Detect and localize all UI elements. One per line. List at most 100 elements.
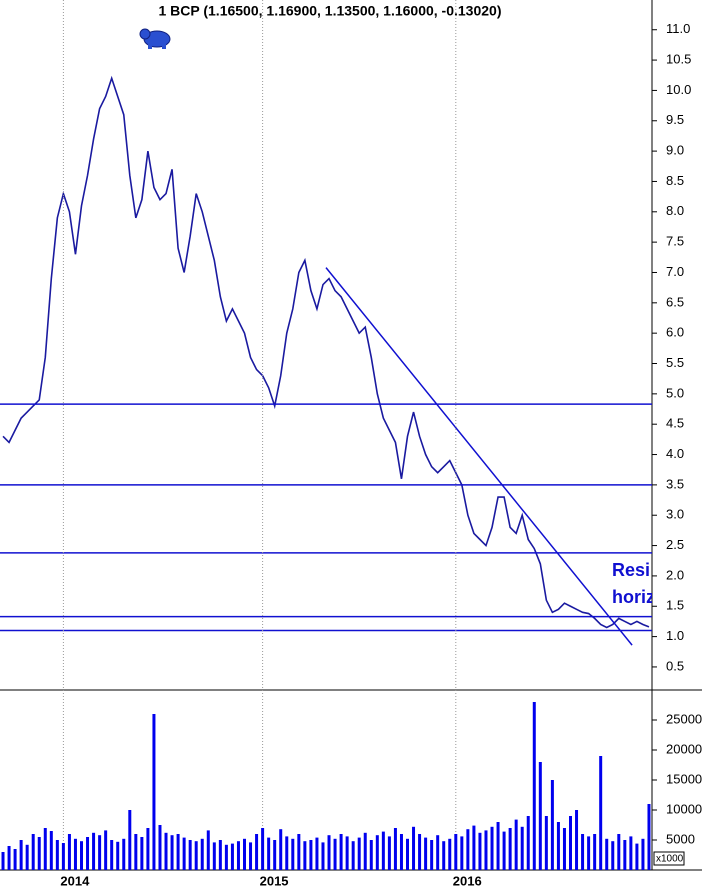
- volume-bar: [647, 804, 651, 870]
- volume-bar: [61, 843, 65, 870]
- volume-bar: [460, 836, 464, 870]
- y-tick-label: 1.0: [666, 628, 684, 643]
- volume-bar: [13, 849, 17, 870]
- volume-bar: [116, 841, 120, 870]
- volume-bar: [67, 834, 71, 870]
- volume-bar: [357, 837, 361, 870]
- volume-bar: [152, 714, 156, 870]
- y-tick-label: 8.5: [666, 173, 684, 188]
- volume-bar: [629, 836, 633, 870]
- volume-bar: [43, 828, 47, 870]
- volume-bar: [182, 837, 186, 870]
- volume-bar: [478, 832, 482, 870]
- volume-bar: [1, 852, 5, 870]
- y-tick-label: 6.5: [666, 294, 684, 309]
- volume-bar: [526, 816, 530, 870]
- y-tick-label: 2.5: [666, 537, 684, 552]
- volume-bar: [575, 810, 579, 870]
- y-tick-label: 11.0: [666, 21, 690, 36]
- volume-bar: [375, 835, 379, 870]
- volume-bar: [273, 840, 277, 870]
- volume-bar: [581, 834, 585, 870]
- volume-bar: [291, 838, 295, 870]
- volume-bar: [399, 834, 403, 870]
- unit-label: x1000: [656, 854, 684, 865]
- volume-bar: [520, 826, 524, 870]
- bear-icon: [139, 28, 171, 49]
- volume-bar: [496, 822, 500, 870]
- volume-bar: [315, 837, 319, 870]
- y-tick-label: 5.0: [666, 385, 684, 400]
- volume-bar: [200, 838, 204, 870]
- y-tick-label: 5.5: [666, 355, 684, 370]
- volume-bar: [128, 810, 132, 870]
- volume-bar: [569, 816, 572, 870]
- y-tick-label: 3.5: [666, 476, 684, 491]
- volume-bar: [212, 842, 216, 870]
- volume-bar: [532, 702, 536, 870]
- y-tick-label: 7.5: [666, 234, 684, 249]
- volume-bar: [448, 838, 452, 870]
- volume-bar: [412, 826, 416, 870]
- volume-bar: [587, 836, 591, 870]
- volume-bar: [261, 828, 265, 870]
- volume-bar: [249, 842, 253, 870]
- volume-bar: [55, 840, 59, 870]
- y-tick-label: 7.0: [666, 264, 684, 279]
- volume-bar: [285, 836, 289, 870]
- y-tick-label: 3.0: [666, 507, 684, 522]
- volume-bar: [635, 843, 639, 870]
- volume-bar: [49, 831, 53, 870]
- volume-bar: [466, 829, 470, 870]
- volume-bar: [550, 780, 554, 870]
- y-tick-label: 1.5: [666, 598, 684, 613]
- volume-bar: [25, 844, 29, 870]
- volume-bar: [98, 835, 102, 870]
- price-line: [2, 75, 650, 629]
- volume-bar: [406, 838, 409, 870]
- volume-bar: [7, 846, 11, 870]
- y-tick-label: 5000: [666, 831, 695, 846]
- volume-bar: [387, 836, 391, 870]
- volume-bar: [339, 834, 343, 870]
- plot-area: Resi horiz: [0, 75, 655, 646]
- annotation: horiz: [612, 587, 655, 607]
- volume-bar: [593, 834, 597, 870]
- volume-bar: [19, 840, 23, 870]
- volume-bar: [230, 843, 234, 870]
- x-tick-label: 2015: [260, 873, 289, 888]
- volume-bar: [436, 835, 440, 870]
- volume-bar: [369, 840, 373, 870]
- y-tick-label: 2.0: [666, 567, 684, 582]
- volume-bar: [424, 837, 428, 870]
- volume-bar: [484, 830, 488, 870]
- volume-bar: [297, 834, 301, 870]
- volume-bar: [92, 832, 96, 870]
- volume-bar: [104, 830, 108, 870]
- y-tick-label: 9.5: [666, 112, 684, 127]
- volume-bar: [538, 762, 542, 870]
- y-tick-label: 8.0: [666, 203, 684, 218]
- volume-bar: [110, 840, 114, 870]
- y-tick-label: 9.0: [666, 143, 684, 158]
- volume-bar: [80, 841, 83, 870]
- volume-bar: [224, 844, 228, 870]
- volume-bar: [303, 841, 307, 870]
- volume-bar: [255, 834, 259, 870]
- volume-bar: [442, 841, 446, 870]
- volume-bar: [321, 842, 325, 870]
- volume-bar: [158, 825, 162, 870]
- chart-title: 1 BCP (1.16500, 1.16900, 1.13500, 1.1600…: [158, 3, 501, 19]
- volume-bar: [309, 840, 313, 870]
- y-tick-label: 25000: [666, 711, 702, 726]
- volume-bar: [236, 841, 240, 870]
- volume-bar: [243, 838, 246, 870]
- y-tick-label: 15000: [666, 771, 702, 786]
- volume-bar: [170, 835, 174, 870]
- annotation: Resi: [612, 560, 650, 580]
- volume-bar: [605, 838, 609, 870]
- x-tick-label: 2014: [60, 873, 90, 888]
- volume-bar: [556, 822, 560, 870]
- y-tick-label: 10.5: [666, 52, 691, 67]
